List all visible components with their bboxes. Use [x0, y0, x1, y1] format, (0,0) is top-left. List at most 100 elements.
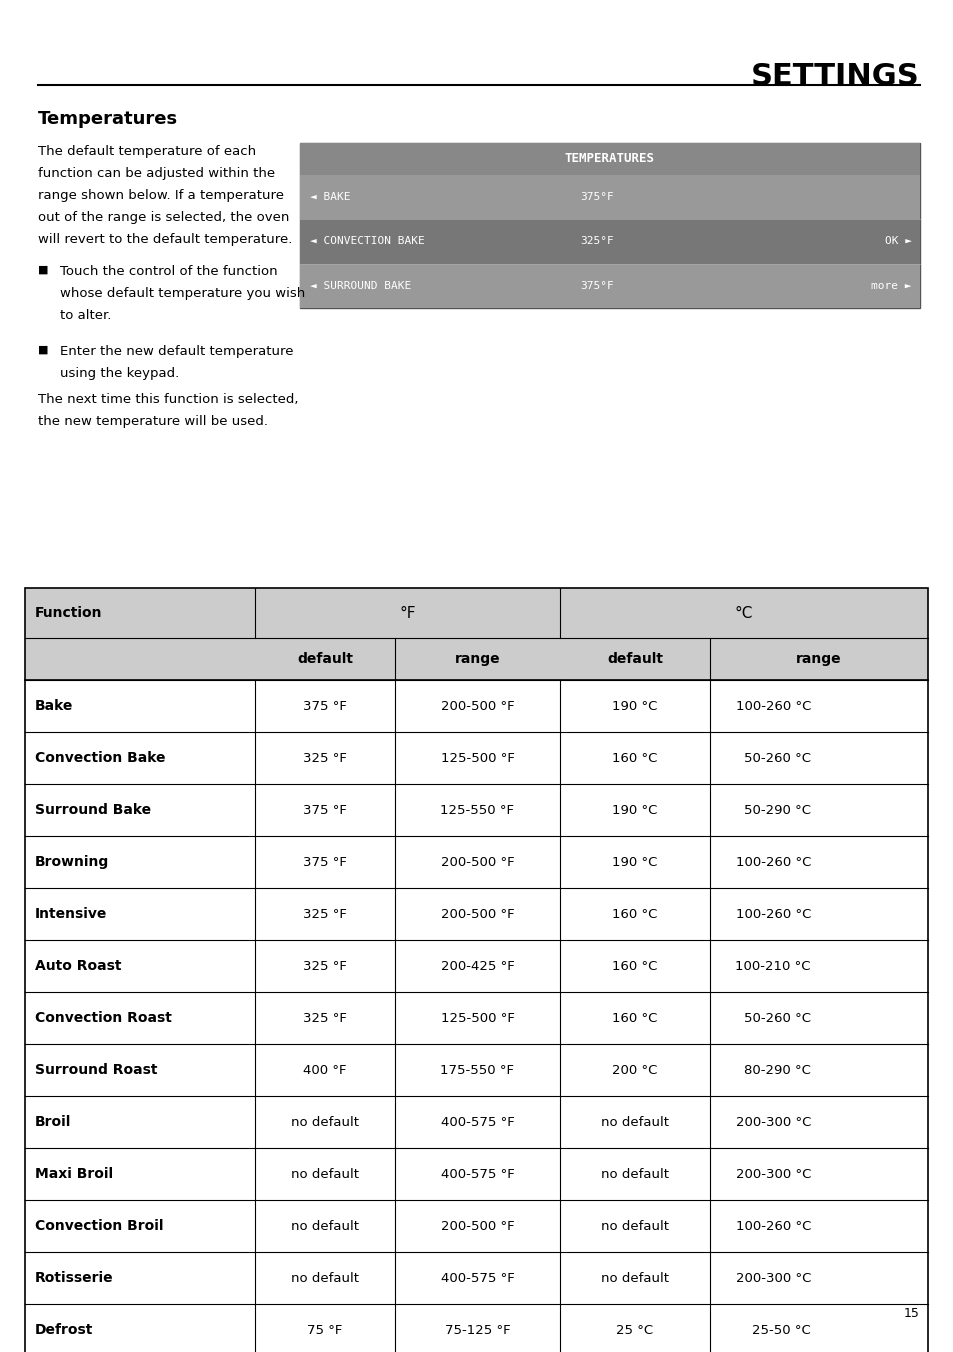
- Text: Function: Function: [35, 606, 102, 621]
- Text: 100-260 °C: 100-260 °C: [735, 699, 810, 713]
- Text: 175-550 °F: 175-550 °F: [440, 1064, 514, 1076]
- Text: 400-575 °F: 400-575 °F: [440, 1271, 514, 1284]
- Text: Auto Roast: Auto Roast: [35, 959, 121, 973]
- Text: 325 °F: 325 °F: [303, 960, 347, 972]
- Text: Bake: Bake: [35, 699, 73, 713]
- Text: Rotisserie: Rotisserie: [35, 1271, 113, 1284]
- Text: 200-500 °F: 200-500 °F: [440, 1220, 514, 1233]
- Text: Broil: Broil: [35, 1115, 71, 1129]
- Text: Enter the new default temperature: Enter the new default temperature: [60, 345, 294, 358]
- Text: 100-260 °C: 100-260 °C: [735, 1220, 810, 1233]
- Text: 325 °F: 325 °F: [303, 752, 347, 764]
- Text: no default: no default: [291, 1220, 358, 1233]
- Text: 375 °F: 375 °F: [303, 699, 347, 713]
- Text: 100-210 °C: 100-210 °C: [735, 960, 810, 972]
- Text: no default: no default: [600, 1220, 668, 1233]
- Text: 325 °F: 325 °F: [303, 1011, 347, 1025]
- Text: 25 °C: 25 °C: [616, 1324, 653, 1337]
- Text: no default: no default: [291, 1168, 358, 1180]
- Text: range: range: [455, 652, 499, 667]
- Text: 125-500 °F: 125-500 °F: [440, 752, 514, 764]
- Bar: [299, 143, 919, 174]
- Text: function can be adjusted within the: function can be adjusted within the: [38, 168, 274, 180]
- Text: Browning: Browning: [35, 854, 110, 869]
- Text: °C: °C: [734, 606, 753, 621]
- Text: ■: ■: [38, 265, 49, 274]
- Text: ◄ SURROUND BAKE: ◄ SURROUND BAKE: [310, 281, 411, 291]
- Bar: [299, 143, 919, 308]
- Text: TEMPERATURES: TEMPERATURES: [564, 153, 655, 165]
- Text: 190 °C: 190 °C: [612, 856, 657, 868]
- Text: 325°F: 325°F: [579, 237, 613, 246]
- Text: range: range: [796, 652, 841, 667]
- Text: 400 °F: 400 °F: [303, 1064, 346, 1076]
- Text: 200-500 °F: 200-500 °F: [440, 856, 514, 868]
- Text: Defrost: Defrost: [35, 1324, 93, 1337]
- Text: Maxi Broil: Maxi Broil: [35, 1167, 113, 1182]
- Text: Convection Bake: Convection Bake: [35, 750, 165, 765]
- Text: 100-260 °C: 100-260 °C: [735, 907, 810, 921]
- Text: 125-500 °F: 125-500 °F: [440, 1011, 514, 1025]
- Text: 50-260 °C: 50-260 °C: [743, 752, 810, 764]
- Text: default: default: [296, 652, 353, 667]
- Bar: [25, 588, 927, 1352]
- Text: 25-50 °C: 25-50 °C: [752, 1324, 810, 1337]
- Text: Surround Roast: Surround Roast: [35, 1063, 157, 1078]
- Text: 200-300 °C: 200-300 °C: [735, 1115, 810, 1129]
- Text: ■: ■: [38, 345, 49, 356]
- Text: SETTINGS: SETTINGS: [750, 62, 919, 91]
- Text: Touch the control of the function: Touch the control of the function: [60, 265, 277, 279]
- Text: Surround Bake: Surround Bake: [35, 803, 151, 817]
- Text: will revert to the default temperature.: will revert to the default temperature.: [38, 233, 292, 246]
- Text: ◄ CONVECTION BAKE: ◄ CONVECTION BAKE: [310, 237, 424, 246]
- Text: no default: no default: [291, 1115, 358, 1129]
- Text: 50-290 °C: 50-290 °C: [743, 803, 810, 817]
- Text: using the keypad.: using the keypad.: [60, 366, 179, 380]
- Text: 160 °C: 160 °C: [612, 907, 657, 921]
- Text: whose default temperature you wish: whose default temperature you wish: [60, 287, 305, 300]
- Text: The default temperature of each: The default temperature of each: [38, 145, 255, 158]
- Text: 200-500 °F: 200-500 °F: [440, 907, 514, 921]
- Text: no default: no default: [291, 1271, 358, 1284]
- Text: 190 °C: 190 °C: [612, 803, 657, 817]
- Text: 200 °C: 200 °C: [612, 1064, 657, 1076]
- Bar: [299, 264, 919, 308]
- Text: 100-260 °C: 100-260 °C: [735, 856, 810, 868]
- Text: 125-550 °F: 125-550 °F: [440, 803, 514, 817]
- Text: ◄ BAKE: ◄ BAKE: [310, 192, 350, 203]
- Bar: [299, 174, 919, 219]
- Text: 200-425 °F: 200-425 °F: [440, 960, 514, 972]
- Text: no default: no default: [600, 1168, 668, 1180]
- Text: default: default: [606, 652, 662, 667]
- Text: The next time this function is selected,: The next time this function is selected,: [38, 393, 298, 406]
- Text: 80-290 °C: 80-290 °C: [743, 1064, 810, 1076]
- Bar: [299, 219, 919, 264]
- Text: 200-300 °C: 200-300 °C: [735, 1271, 810, 1284]
- Text: 15: 15: [903, 1307, 919, 1320]
- Text: no default: no default: [600, 1115, 668, 1129]
- Bar: [25, 588, 927, 680]
- Text: 375°F: 375°F: [579, 192, 613, 203]
- Text: Temperatures: Temperatures: [38, 110, 178, 128]
- Text: range shown below. If a temperature: range shown below. If a temperature: [38, 189, 284, 201]
- Text: 200-300 °C: 200-300 °C: [735, 1168, 810, 1180]
- Text: 190 °C: 190 °C: [612, 699, 657, 713]
- Text: 400-575 °F: 400-575 °F: [440, 1168, 514, 1180]
- Text: 375°F: 375°F: [579, 281, 613, 291]
- Text: 325 °F: 325 °F: [303, 907, 347, 921]
- Text: the new temperature will be used.: the new temperature will be used.: [38, 415, 268, 429]
- Text: no default: no default: [600, 1271, 668, 1284]
- Text: 400-575 °F: 400-575 °F: [440, 1115, 514, 1129]
- Text: more ►: more ►: [871, 281, 911, 291]
- Text: Convection Roast: Convection Roast: [35, 1011, 172, 1025]
- Text: to alter.: to alter.: [60, 310, 112, 322]
- Text: °F: °F: [399, 606, 416, 621]
- Text: 160 °C: 160 °C: [612, 960, 657, 972]
- Text: 200-500 °F: 200-500 °F: [440, 699, 514, 713]
- Text: out of the range is selected, the oven: out of the range is selected, the oven: [38, 211, 289, 224]
- Text: 75 °F: 75 °F: [307, 1324, 342, 1337]
- Text: Convection Broil: Convection Broil: [35, 1220, 163, 1233]
- Text: 50-260 °C: 50-260 °C: [743, 1011, 810, 1025]
- Text: 75-125 °F: 75-125 °F: [444, 1324, 510, 1337]
- Text: 160 °C: 160 °C: [612, 1011, 657, 1025]
